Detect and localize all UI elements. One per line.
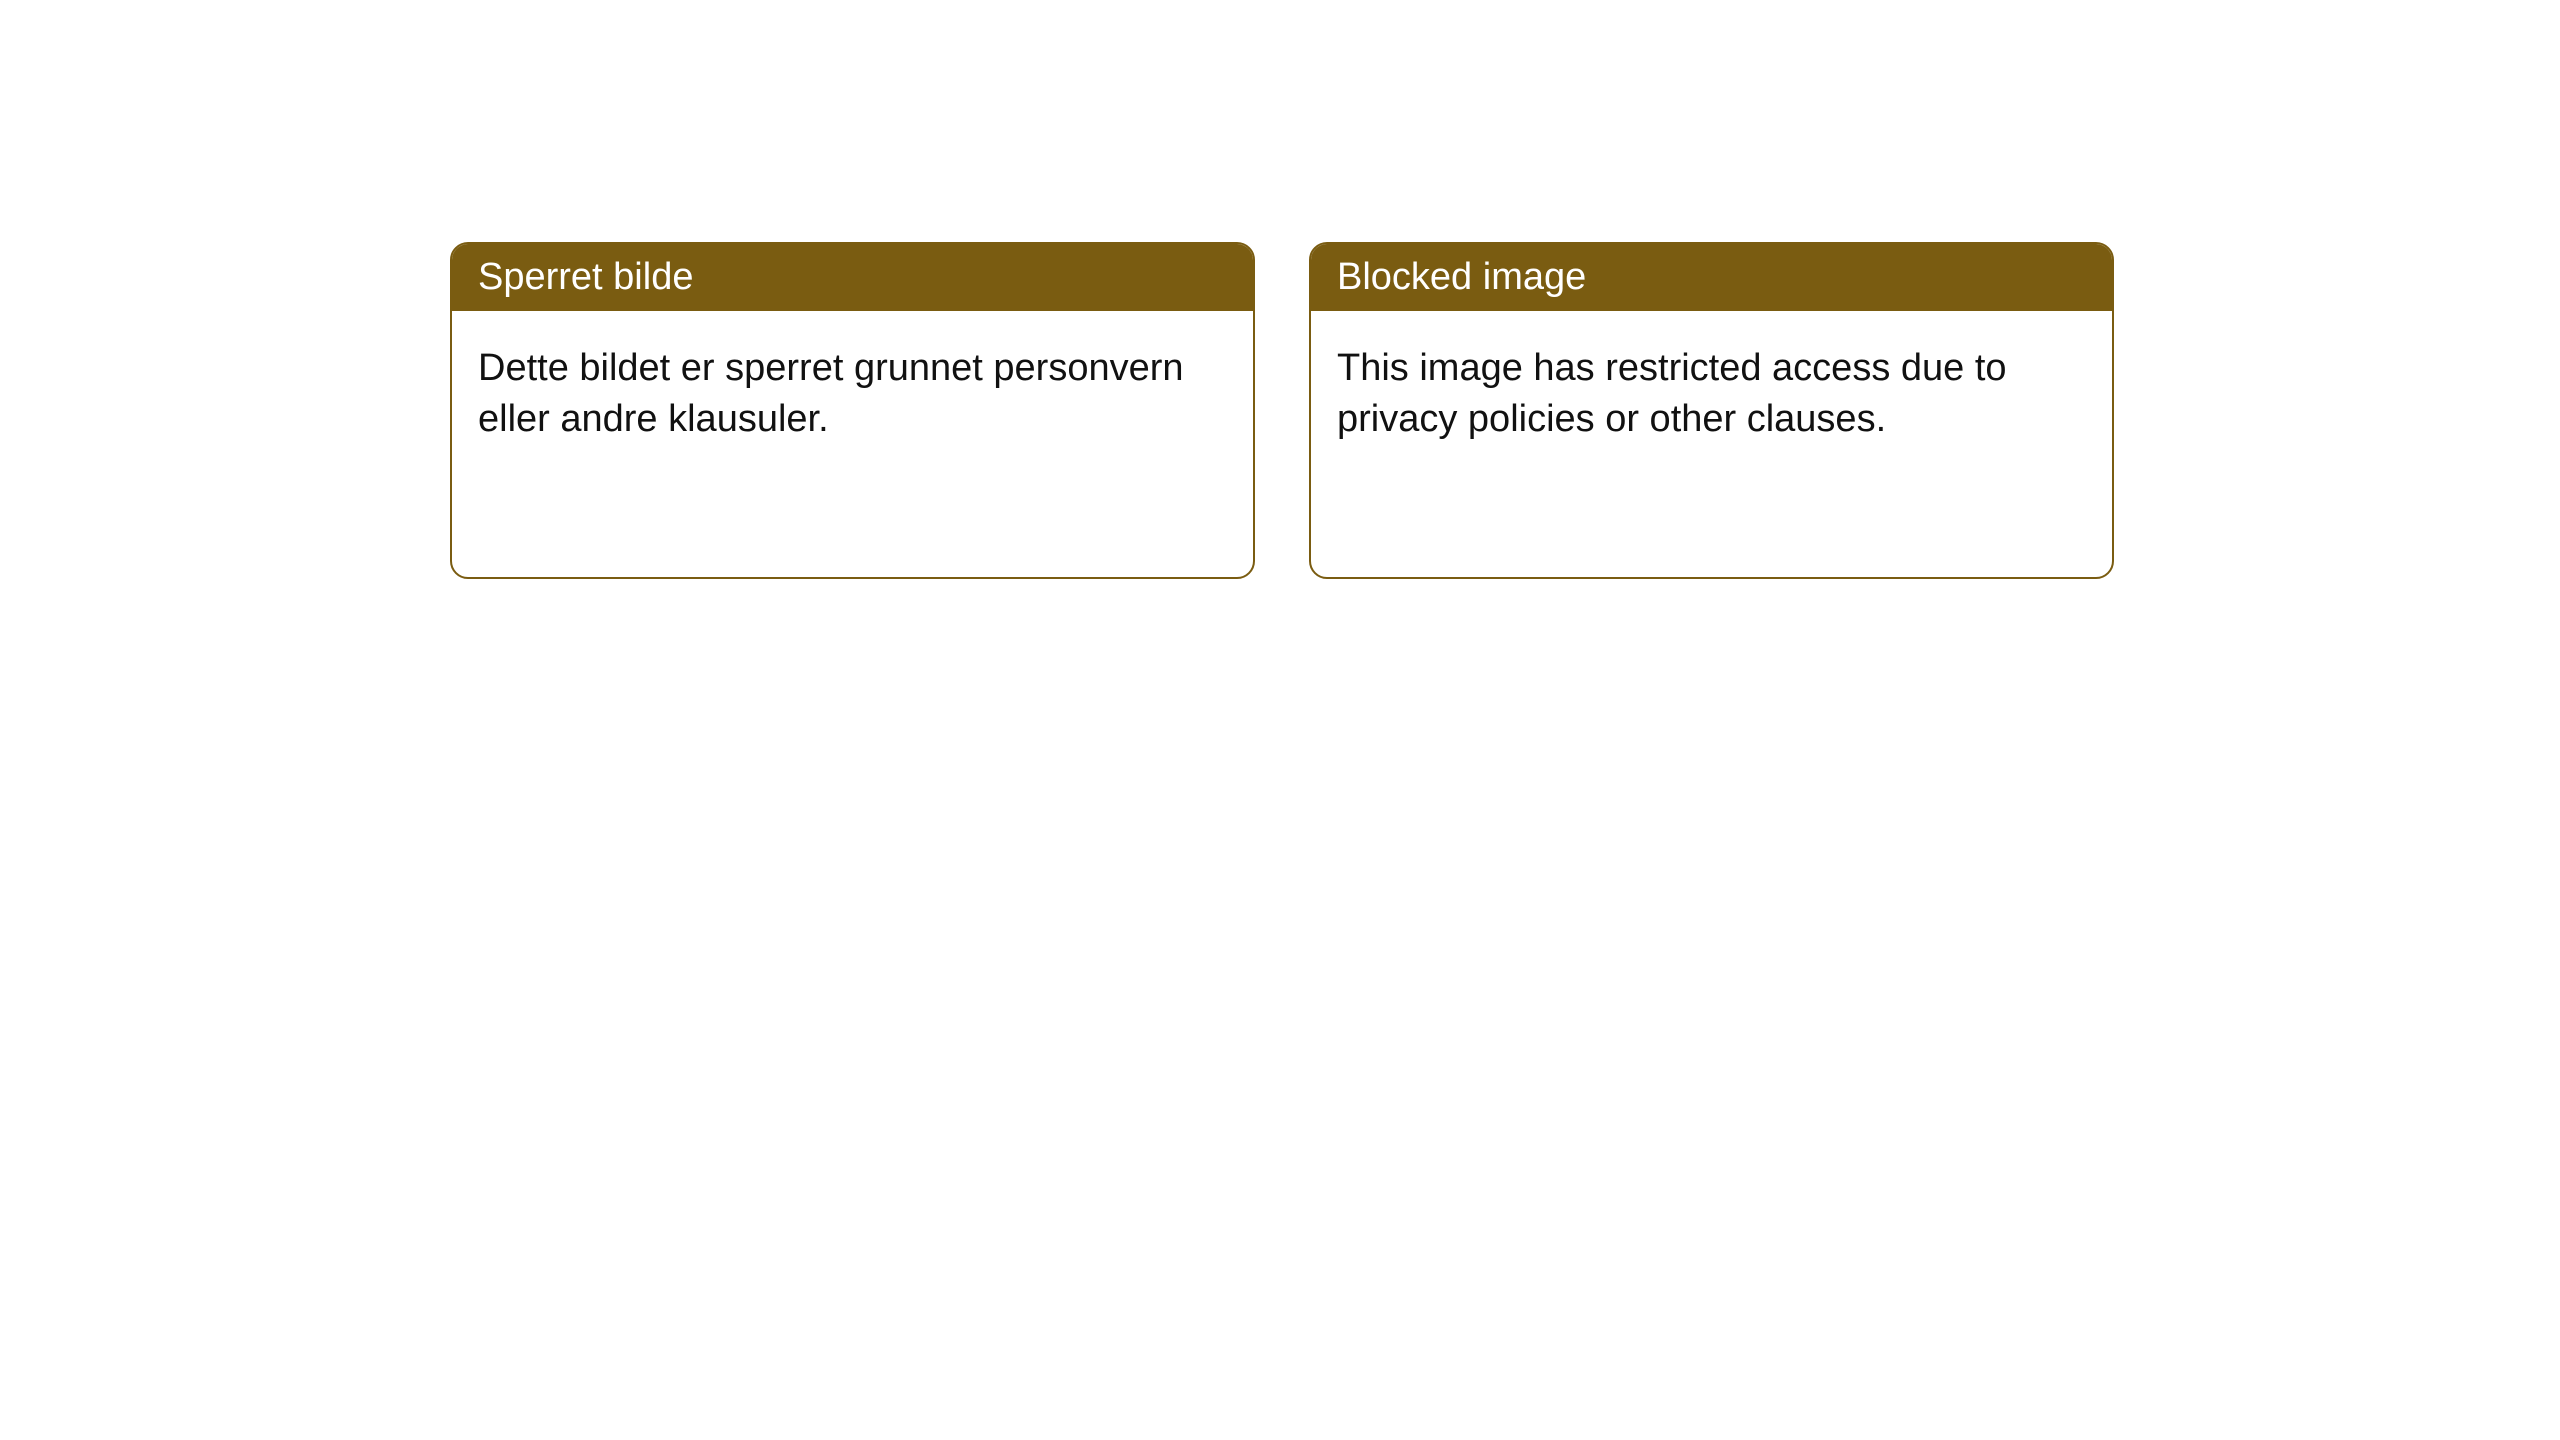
notice-card-en: Blocked image This image has restricted … xyxy=(1309,242,2114,579)
notice-header-en: Blocked image xyxy=(1311,244,2112,311)
notice-container: Sperret bilde Dette bildet er sperret gr… xyxy=(450,242,2114,579)
notice-body-no: Dette bildet er sperret grunnet personve… xyxy=(452,311,1253,478)
notice-card-no: Sperret bilde Dette bildet er sperret gr… xyxy=(450,242,1255,579)
notice-body-en: This image has restricted access due to … xyxy=(1311,311,2112,478)
notice-header-no: Sperret bilde xyxy=(452,244,1253,311)
